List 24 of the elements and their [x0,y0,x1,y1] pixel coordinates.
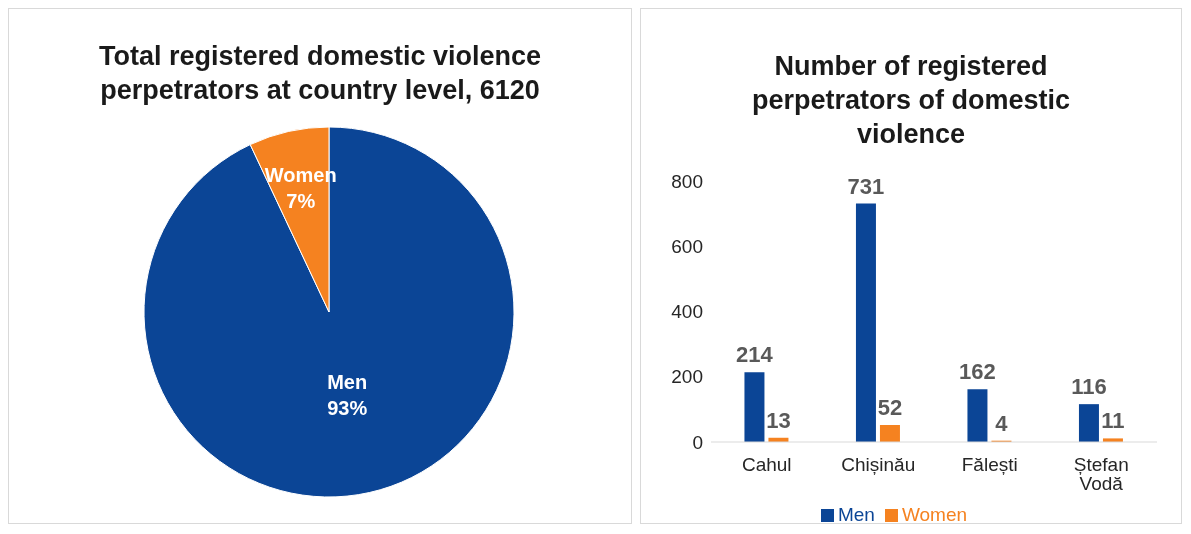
y-tick-label: 0 [692,431,703,453]
data-label: 4 [995,410,1009,436]
data-label: 162 [959,359,996,385]
data-label: 93% [327,397,368,420]
slice-label: Men [327,371,368,394]
legend-label: Women [901,504,968,525]
data-label: 13 [766,407,791,433]
x-tick-label: Ștefan Vodă [1073,454,1129,495]
data-label: 214 [736,342,774,368]
data-label: 7% [286,189,316,212]
y-tick-label: 800 [671,170,703,192]
data-label: 11 [1101,408,1125,434]
legend-label: Men [837,504,875,525]
x-tick-label: Chișinău [841,454,916,476]
y-tick-label: 200 [671,366,703,388]
chart-title: Number of registered perpetrators of domestic violence [750,50,1072,151]
data-label: 731 [847,173,885,199]
y-tick-label: 600 [671,235,703,257]
chart-title: Total registered domestic violence perpetrators at country level, 6120 [97,40,543,107]
x-tick-label: Fălești [961,454,1018,476]
data-label: 52 [877,395,903,421]
y-tick-label: 400 [671,301,703,323]
data-label: 116 [1071,374,1107,400]
x-tick-label: Cahul [741,454,792,476]
